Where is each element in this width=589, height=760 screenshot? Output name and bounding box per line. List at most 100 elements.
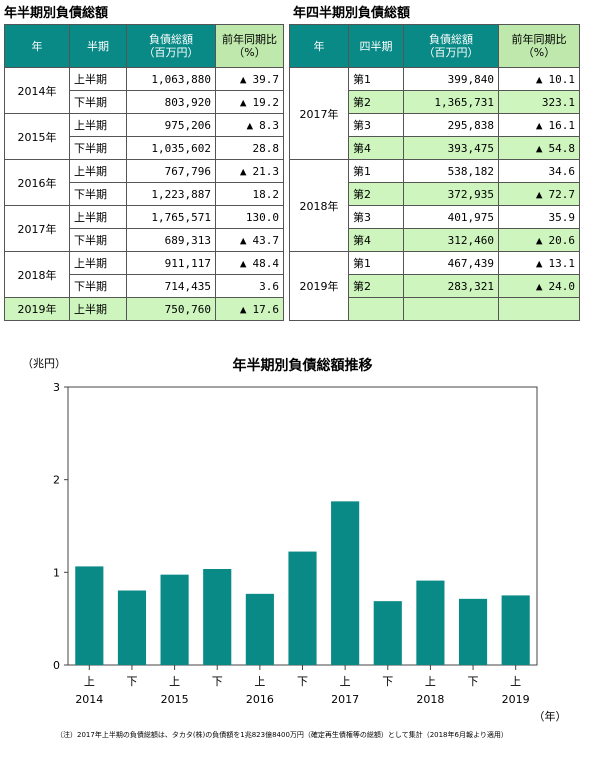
col-pct-label: 前年同期比 xyxy=(511,33,567,46)
table-row: 下半期 689,313 ▲ 43.7 xyxy=(5,228,284,252)
bar xyxy=(458,598,488,665)
table-row: 2017年 第1 399,840 ▲ 10.1 xyxy=(289,67,580,160)
amount-cell: 1,365,731 xyxy=(403,90,499,114)
footnote: （注）2017年上半期の負債総額は、タカタ(株)の負債額を1兆823億8400万… xyxy=(56,731,508,739)
bar xyxy=(117,590,147,665)
table-row: 2019年 第1 467,439 ▲ 13.1 xyxy=(289,251,580,321)
x-year-label: 2019 xyxy=(502,693,530,706)
col-amount-unit: （百万円） xyxy=(143,46,199,59)
amount-cell: 1,765,571 xyxy=(126,205,216,229)
x-axis-label: （年） xyxy=(534,709,567,723)
pct-value: 48.4 xyxy=(252,256,280,270)
pct-cell: ▲ 54.8 xyxy=(498,136,580,160)
year-cell: 2015年 xyxy=(4,113,70,160)
quarter-cell: 第4 xyxy=(348,228,404,252)
down-triangle-icon: ▲ xyxy=(535,72,543,86)
half-cell: 上半期 xyxy=(69,251,127,275)
bar xyxy=(373,601,402,665)
x-tick-label: 下 xyxy=(382,675,393,688)
half-year-bar-chart: 年半期別負債総額推移 （兆円） （年） 0 1 2 3 上 2014 下 上 2015 下 上 2016 下 上… xyxy=(22,357,567,723)
amount-cell: 399,840 xyxy=(403,67,499,91)
half-cell: 下半期 xyxy=(69,136,127,160)
year-cell: 2018年 xyxy=(289,159,349,252)
table-row: 下半期 803,920 ▲ 19.2 xyxy=(5,90,284,114)
x-tick-label: 下 xyxy=(297,675,308,688)
pct-cell: 130.0 xyxy=(215,205,284,229)
pct-cell: ▲ 16.1 xyxy=(498,113,580,137)
half-cell: 下半期 xyxy=(69,274,127,298)
down-triangle-icon: ▲ xyxy=(239,233,247,247)
pct-value: 28.8 xyxy=(252,141,280,155)
amount-cell: 911,117 xyxy=(126,251,216,275)
down-triangle-icon: ▲ xyxy=(535,118,543,132)
amount-cell: 393,475 xyxy=(403,136,499,160)
down-triangle-icon: ▲ xyxy=(535,256,543,270)
amount-cell: 312,460 xyxy=(403,228,499,252)
col-amount-label: 負債総額 xyxy=(149,33,193,46)
down-triangle-icon: ▲ xyxy=(535,187,543,201)
amount-cell: 750,760 xyxy=(126,297,216,321)
amount-cell: 283,321 xyxy=(403,274,499,298)
pct-value: 16.1 xyxy=(548,118,576,132)
y-axis-label: （兆円） xyxy=(22,357,66,370)
pct-value: 17.6 xyxy=(252,302,280,316)
col-pct-label: 前年同期比 xyxy=(222,33,277,46)
x-tick-label: 下 xyxy=(126,675,137,688)
x-tick-label: 下 xyxy=(212,675,223,688)
amount-cell: 295,838 xyxy=(403,113,499,137)
bar xyxy=(501,595,530,665)
quarter-cell: 第4 xyxy=(348,136,404,160)
pct-value: 43.7 xyxy=(252,233,280,247)
table-row xyxy=(290,297,580,321)
pct-value: 13.1 xyxy=(548,256,576,270)
x-tick-label: 上 xyxy=(84,675,95,688)
pct-value: 34.6 xyxy=(548,164,576,178)
y-tick-label: 3 xyxy=(53,381,60,394)
half-cell: 上半期 xyxy=(69,113,127,137)
amount-cell: 689,313 xyxy=(126,228,216,252)
right-table-title: 年四半期別負債総額 xyxy=(293,6,411,21)
pct-value: 20.6 xyxy=(548,233,576,247)
pct-cell: ▲ 39.7 xyxy=(215,67,284,91)
amount-cell: 401,975 xyxy=(403,205,499,229)
pct-cell: 34.6 xyxy=(498,159,580,183)
col-quarter: 四半期 xyxy=(348,24,404,68)
bar xyxy=(75,566,104,665)
table-row: 2015年 上半期 975,206 ▲ 8.3 xyxy=(4,113,284,160)
bar xyxy=(160,574,189,665)
x-year-label: 2014 xyxy=(75,693,103,706)
half-cell: 下半期 xyxy=(69,228,127,252)
quarter-cell: 第3 xyxy=(348,113,404,137)
bar xyxy=(245,593,274,665)
year-cell: 2019年 xyxy=(289,251,349,321)
pct-value: 35.9 xyxy=(548,210,576,224)
quarter-table: 年 四半期 負債総額 （百万円） 前年同期比 （%） 2017年 第1 399,840 ▲… xyxy=(289,24,580,321)
pct-value: 39.7 xyxy=(252,72,280,86)
col-amount-label: 負債総額 xyxy=(429,33,473,46)
half-cell: 下半期 xyxy=(69,90,127,114)
pct-value: 24.0 xyxy=(548,279,576,293)
quarter-cell: 第1 xyxy=(348,67,404,91)
pct-cell: ▲ 43.7 xyxy=(215,228,284,252)
pct-cell: 323.1 xyxy=(498,90,580,114)
amount-cell: 1,063,880 xyxy=(126,67,216,91)
year-cell: 2017年 xyxy=(289,67,349,160)
half-cell: 上半期 xyxy=(69,297,127,321)
table-row: 第4 312,460 ▲ 20.6 xyxy=(290,228,580,252)
down-triangle-icon: ▲ xyxy=(239,164,247,178)
pct-value: 18.2 xyxy=(252,187,280,201)
pct-cell: ▲ 72.7 xyxy=(498,182,580,206)
amount-cell: 803,920 xyxy=(126,90,216,114)
bar xyxy=(288,551,317,665)
half-cell: 上半期 xyxy=(69,159,127,183)
amount-cell: 767,796 xyxy=(126,159,216,183)
down-triangle-icon: ▲ xyxy=(246,118,254,132)
half-cell: 上半期 xyxy=(69,205,127,229)
table-row: 下半期 714,435 3.6 xyxy=(5,274,284,298)
pct-value: 8.3 xyxy=(259,118,279,132)
amount-cell: 372,935 xyxy=(403,182,499,206)
pct-cell: 18.2 xyxy=(215,182,284,206)
table-row: 2016年 上半期 767,796 ▲ 21.3 xyxy=(4,159,284,206)
pct-cell: ▲ 24.0 xyxy=(498,274,580,298)
amount-cell xyxy=(403,297,499,321)
